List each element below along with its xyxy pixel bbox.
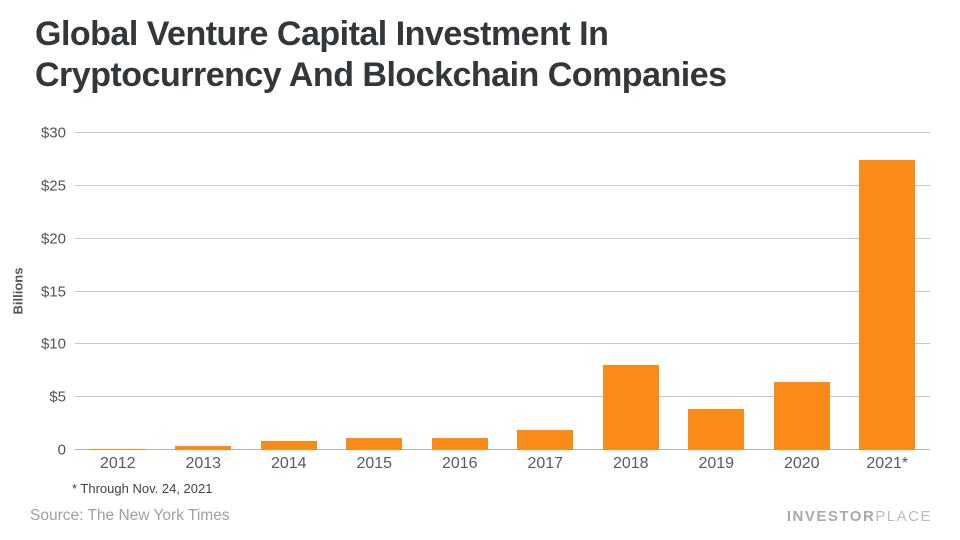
x-tick-label-2020: 2020 <box>783 455 820 472</box>
gridline-30 <box>75 132 930 133</box>
x-tick-label-2016: 2016 <box>441 455 478 472</box>
bar-slot-2016 <box>417 133 503 450</box>
x-axis-tick-labels: 2012 2013 2014 2015 2016 2017 2018 2019 2020 2021… <box>75 455 930 473</box>
y-axis-tick-labels: 0 $5 $10 $15 $20 $25 $30 <box>0 126 66 458</box>
y-tick-label-30: $30 <box>40 124 66 142</box>
gridline-10 <box>75 343 930 345</box>
x-tick-label-2019: 2019 <box>698 455 735 472</box>
chart-title-line-1: Global Venture Capital Investment In <box>35 15 609 53</box>
logo-light-part: PLACE <box>875 508 932 525</box>
gridline-5 <box>75 396 930 398</box>
x-tick-label-2012: 2012 <box>99 455 136 472</box>
x-tick-label-2021*: 2021* <box>866 455 909 472</box>
bar-2015 <box>346 438 403 450</box>
bar-slot-2019 <box>674 133 760 450</box>
chart-title-line-2: Cryptocurrency And Blockchain Companies <box>35 56 727 95</box>
x-tick-label-2017: 2017 <box>527 455 564 472</box>
investorplace-logo: INVESTORPLACE <box>787 508 932 525</box>
y-tick-label-5: $5 <box>49 388 66 406</box>
y-tick-label-10: $10 <box>40 335 66 353</box>
bar-slot-2020 <box>759 133 845 450</box>
y-tick-label-20: $20 <box>40 230 66 248</box>
logo-bold-part: INVESTOR <box>786 508 876 525</box>
bar-slot-2017 <box>503 133 589 450</box>
bar-2013 <box>175 445 232 450</box>
plot-area <box>75 132 930 450</box>
gridline-0 <box>75 449 930 450</box>
bar-2021* <box>859 160 916 450</box>
gridline-15 <box>75 290 930 292</box>
bar-slot-2021* <box>845 133 931 450</box>
chart-title: Global Venture Capital Investment In Cry… <box>35 14 815 97</box>
y-tick-label-15: $15 <box>40 283 66 300</box>
bar-slot-2018 <box>588 133 674 450</box>
x-tick-label-2018: 2018 <box>612 455 649 472</box>
bar-series <box>75 133 930 450</box>
x-tick-label-2014: 2014 <box>270 455 307 472</box>
bar-2017 <box>517 429 574 450</box>
x-tick-label-2015: 2015 <box>356 455 393 472</box>
bar-2019 <box>688 408 745 450</box>
bar-2016 <box>431 438 488 450</box>
gridline-20 <box>75 237 930 239</box>
bar-2012 <box>89 448 146 450</box>
bar-2014 <box>260 440 317 450</box>
x-tick-label-2013: 2013 <box>185 455 222 472</box>
source-credit: Source: The New York Times <box>30 507 230 524</box>
bar-slot-2012 <box>75 133 161 450</box>
y-tick-label-0: 0 <box>57 441 66 459</box>
bar-slot-2014 <box>246 133 332 450</box>
bar-slot-2013 <box>161 133 247 450</box>
bar-2020 <box>773 382 830 450</box>
footnote: * Through Nov. 24, 2021 <box>72 481 213 496</box>
bar-slot-2015 <box>332 133 418 450</box>
gridline-25 <box>75 184 930 186</box>
y-tick-label-25: $25 <box>40 177 66 195</box>
bar-2018 <box>602 365 659 450</box>
